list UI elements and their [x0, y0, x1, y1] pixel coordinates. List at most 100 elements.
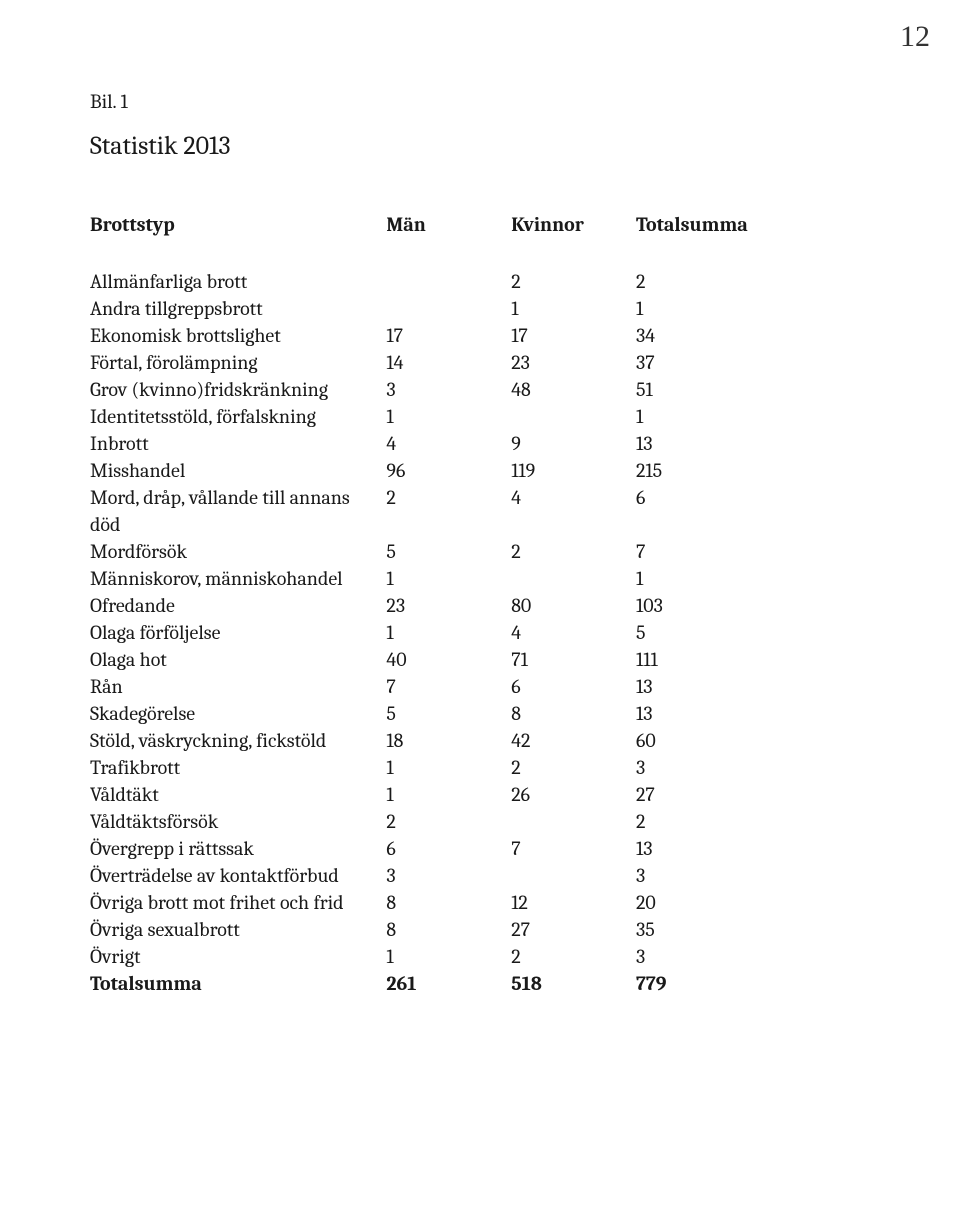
cell-men: 14 [386, 349, 511, 376]
table-row: Olaga hot4071111 [90, 646, 870, 673]
cell-total: 60 [636, 727, 870, 754]
cell-men: 40 [386, 646, 511, 673]
cell-label: Rån [90, 673, 386, 700]
cell-total: 2 [636, 808, 870, 835]
table-row: Inbrott4913 [90, 430, 870, 457]
table-row: Olaga förföljelse145 [90, 619, 870, 646]
table-body: Allmänfarliga brott22Andra tillgreppsbro… [90, 268, 870, 997]
cell-men [386, 268, 511, 295]
cell-total: 2 [636, 268, 870, 295]
cell-label: Trafikbrott [90, 754, 386, 781]
cell-women: 7 [511, 835, 636, 862]
cell-total: 13 [636, 430, 870, 457]
table-row: Övriga sexualbrott82735 [90, 916, 870, 943]
cell-women: 2 [511, 943, 636, 970]
cell-total: 37 [636, 349, 870, 376]
cell-women: 23 [511, 349, 636, 376]
cell-men: 8 [386, 916, 511, 943]
cell-total-sum: 779 [636, 970, 870, 997]
cell-label: Människorov, människohandel [90, 565, 386, 592]
cell-men: 5 [386, 538, 511, 565]
cell-label: Våldtäktsförsök [90, 808, 386, 835]
cell-label: Mordförsök [90, 538, 386, 565]
table-total-row: Totalsumma261518779 [90, 970, 870, 997]
cell-women [511, 862, 636, 889]
cell-label: Förtal, förolämpning [90, 349, 386, 376]
col-header-kvinnor: Kvinnor [511, 211, 636, 268]
cell-total: 5 [636, 619, 870, 646]
table-row: Ofredande2380103 [90, 592, 870, 619]
cell-label: Övergrepp i rättssak [90, 835, 386, 862]
cell-label: Olaga förföljelse [90, 619, 386, 646]
cell-women: 6 [511, 673, 636, 700]
cell-men: 1 [386, 403, 511, 430]
cell-men: 5 [386, 700, 511, 727]
cell-women: 48 [511, 376, 636, 403]
cell-total: 13 [636, 700, 870, 727]
cell-label: Övriga sexualbrott [90, 916, 386, 943]
cell-men: 2 [386, 484, 511, 538]
cell-total: 6 [636, 484, 870, 538]
cell-total: 34 [636, 322, 870, 349]
table-row: Skadegörelse5813 [90, 700, 870, 727]
cell-label: Identitetsstöld, förfalskning [90, 403, 386, 430]
cell-men: 4 [386, 430, 511, 457]
cell-total: 3 [636, 754, 870, 781]
cell-women: 2 [511, 268, 636, 295]
cell-women: 71 [511, 646, 636, 673]
cell-women: 2 [511, 754, 636, 781]
cell-men: 1 [386, 619, 511, 646]
table-row: Trafikbrott123 [90, 754, 870, 781]
table-row: Våldtäktsförsök22 [90, 808, 870, 835]
cell-women: 1 [511, 295, 636, 322]
cell-label: Mord, dråp, vållande till annans död [90, 484, 386, 538]
cell-total: 1 [636, 295, 870, 322]
cell-total: 1 [636, 565, 870, 592]
cell-label: Allmänfarliga brott [90, 268, 386, 295]
table-row: Rån7613 [90, 673, 870, 700]
table-row: Grov (kvinno)fridskränkning34851 [90, 376, 870, 403]
cell-total: 103 [636, 592, 870, 619]
cell-total-men: 261 [386, 970, 511, 997]
cell-women [511, 808, 636, 835]
cell-label: Andra tillgreppsbrott [90, 295, 386, 322]
table-row: Överträdelse av kontaktförbud33 [90, 862, 870, 889]
statistics-table: Brottstyp Män Kvinnor Totalsumma Allmänf… [90, 211, 870, 997]
table-row: Stöld, väskryckning, fickstöld184260 [90, 727, 870, 754]
cell-women: 8 [511, 700, 636, 727]
table-row: Misshandel96119215 [90, 457, 870, 484]
table-row: Identitetsstöld, förfalskning11 [90, 403, 870, 430]
cell-label: Övrigt [90, 943, 386, 970]
table-row: Övergrepp i rättssak6713 [90, 835, 870, 862]
table-row: Människorov, människohandel11 [90, 565, 870, 592]
cell-men: 1 [386, 565, 511, 592]
cell-men: 18 [386, 727, 511, 754]
cell-label: Våldtäkt [90, 781, 386, 808]
cell-label: Skadegörelse [90, 700, 386, 727]
cell-label: Grov (kvinno)fridskränkning [90, 376, 386, 403]
cell-women: 26 [511, 781, 636, 808]
table-row: Ekonomisk brottslighet171734 [90, 322, 870, 349]
cell-total: 215 [636, 457, 870, 484]
cell-label: Stöld, väskryckning, fickstöld [90, 727, 386, 754]
cell-women: 27 [511, 916, 636, 943]
col-header-man: Män [386, 211, 511, 268]
table-row: Övrigt123 [90, 943, 870, 970]
cell-women: 9 [511, 430, 636, 457]
table-row: Våldtäkt12627 [90, 781, 870, 808]
cell-men: 1 [386, 754, 511, 781]
cell-label: Övriga brott mot frihet och frid [90, 889, 386, 916]
table-row: Andra tillgreppsbrott 11 [90, 295, 870, 322]
cell-label: Inbrott [90, 430, 386, 457]
page-title: Statistik 2013 [90, 131, 870, 161]
cell-men: 2 [386, 808, 511, 835]
cell-total: 13 [636, 673, 870, 700]
cell-men: 1 [386, 943, 511, 970]
cell-women: 12 [511, 889, 636, 916]
cell-total: 1 [636, 403, 870, 430]
table-row: Allmänfarliga brott 22 [90, 268, 870, 295]
col-header-totalsumma: Totalsumma [636, 211, 870, 268]
cell-total: 3 [636, 862, 870, 889]
table-header-row: Brottstyp Män Kvinnor Totalsumma [90, 211, 870, 268]
cell-women [511, 403, 636, 430]
